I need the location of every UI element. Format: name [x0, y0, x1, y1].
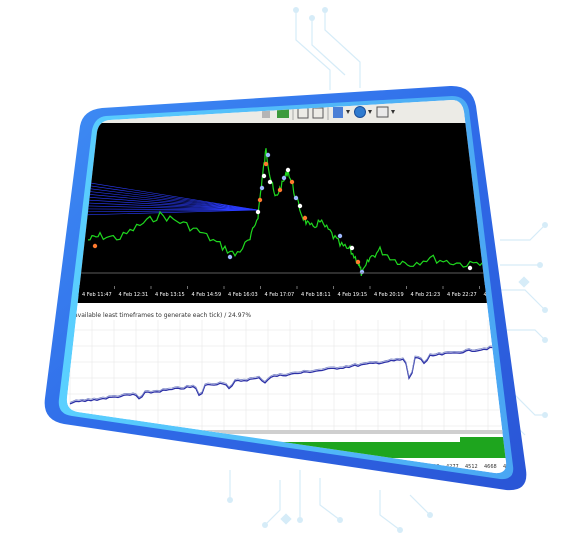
price-chart: 4 Feb 11:47 4 Feb 12:31 4 Feb 13:15 4 Feb 1… [66, 123, 507, 303]
trade-markers [92, 152, 495, 275]
trade-marker [289, 179, 295, 185]
time-axis-label: 4 Feb 17:07 [265, 292, 295, 298]
trade-marker [227, 254, 233, 260]
chevron-down-icon[interactable] [346, 110, 350, 114]
time-axis-label: 4 Feb 14:59 [192, 292, 222, 298]
time-axis-label: 4 Feb 20:19 [374, 292, 404, 298]
trade-marker [359, 269, 365, 275]
fan-line [71, 209, 259, 216]
bottom-axis-label: 4 [503, 464, 506, 470]
trade-marker [92, 243, 98, 249]
chart-grid-icon[interactable] [277, 108, 289, 118]
period-clock-icon[interactable] [354, 106, 366, 118]
trade-marker [267, 179, 273, 185]
trade-marker [467, 265, 473, 271]
autoscroll-icon[interactable] [312, 107, 324, 119]
fan-line [71, 205, 259, 211]
indicator-fan-lines [71, 179, 259, 216]
trade-marker [265, 152, 271, 158]
trade-marker [255, 209, 261, 215]
trade-marker [277, 187, 283, 193]
time-axis: 4 Feb 11:47 4 Feb 12:31 4 Feb 13:15 4 Feb 1… [77, 286, 487, 298]
time-axis-label: 4 Feb 19:15 [338, 292, 368, 298]
time-axis-label: 4 Feb 11:47 [82, 292, 112, 298]
bottom-axis-label: 4512 [465, 464, 478, 470]
time-axis-label: 4 Feb 22:27 [447, 292, 477, 298]
trade-marker [302, 215, 308, 221]
templates-icon[interactable] [376, 106, 389, 118]
trade-marker [257, 197, 263, 203]
trade-marker [259, 185, 265, 191]
fan-line [71, 182, 259, 211]
trade-marker [261, 173, 267, 179]
fan-line [71, 208, 259, 211]
balance-line [69, 345, 500, 405]
chevron-down-icon[interactable] [391, 110, 395, 114]
fan-line [71, 192, 259, 211]
time-axis-label: 4 Feb 18:11 [301, 292, 331, 298]
time-axis-label: 4 Feb 16:03 [228, 292, 258, 298]
trade-marker [355, 259, 361, 265]
time-axis-label: 4 Feb 12:31 [119, 292, 149, 298]
fan-line [71, 189, 259, 211]
trade-marker [285, 167, 291, 173]
fan-line [71, 198, 259, 211]
trade-marker [293, 195, 299, 201]
trade-marker [349, 245, 355, 251]
fan-line [71, 209, 259, 213]
equity-line [69, 344, 500, 403]
zoom-icon[interactable] [262, 110, 270, 118]
time-axis-label: 4 [484, 292, 487, 298]
fan-line [71, 202, 259, 211]
bottom-axis-label: 4668 [484, 464, 497, 470]
tester-graph: available least timeframes to generate e… [66, 303, 507, 474]
chevron-down-icon[interactable] [368, 110, 372, 114]
trade-marker [337, 233, 343, 239]
trade-marker [281, 175, 287, 181]
fan-line [71, 195, 259, 211]
time-axis-label: 4 Feb 21:23 [411, 292, 441, 298]
time-axis-label: 4 Feb 13:15 [155, 292, 185, 298]
trade-marker [263, 161, 269, 167]
toolbar-icons [262, 106, 395, 120]
fan-line [71, 179, 259, 211]
indicators-icon[interactable] [333, 107, 343, 118]
fan-line [71, 186, 259, 211]
trade-marker [297, 203, 303, 209]
tester-info-text: available least timeframes to generate e… [74, 312, 251, 319]
